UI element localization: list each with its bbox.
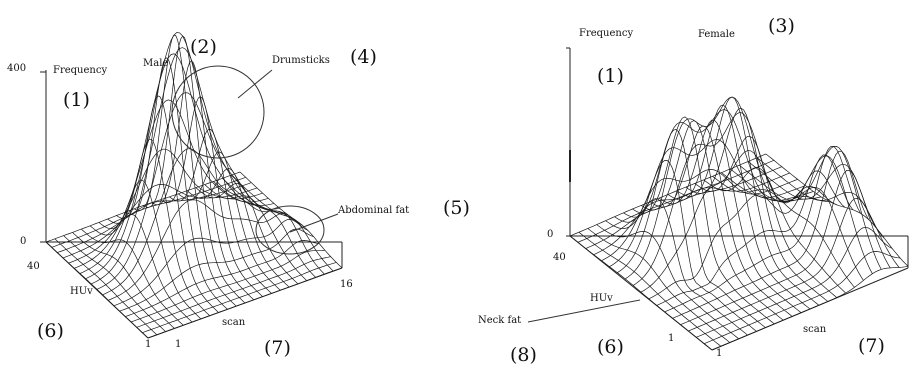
mesh-line-v (640, 150, 838, 293)
left-huv-min-tick: 1 (145, 339, 152, 350)
right-huv-max-tick: 40 (553, 252, 566, 263)
left-surface-mesh (45, 32, 343, 339)
mesh-line-v (585, 166, 782, 249)
drumsticks-label: Drumsticks (272, 55, 330, 66)
right-label-8: (8) (510, 344, 537, 366)
mesh-line-v (91, 47, 286, 285)
mesh-line-v (113, 219, 309, 307)
mesh-line-u (685, 107, 829, 302)
mesh-line-v (625, 96, 822, 280)
mesh-line-u (756, 157, 900, 268)
mesh-line-v (74, 99, 269, 269)
mesh-line-v (672, 150, 869, 319)
mesh-line-v (119, 228, 314, 312)
mesh-line-v (85, 32, 280, 280)
drumsticks-circle (171, 65, 265, 159)
left-scan-max-tick: 16 (340, 279, 353, 290)
right-surface-mesh (569, 96, 909, 351)
mesh-line-v (688, 197, 885, 332)
left-label-5: (5) (443, 197, 470, 219)
right-huv-min-tick: 1 (668, 333, 675, 344)
left-huv-max-tick: 40 (27, 261, 40, 272)
left-label-1: (1) (63, 89, 90, 111)
mesh-line-v (102, 148, 297, 296)
right-label-1: (1) (597, 65, 624, 87)
mesh-line-v (577, 159, 775, 243)
mesh-line-u (739, 146, 882, 270)
mesh-line-v (711, 265, 909, 351)
mesh-line-v (601, 169, 798, 262)
mesh-line-v (57, 182, 252, 253)
mesh-line-u (107, 138, 210, 316)
right-label-6: (6) (597, 336, 624, 358)
mesh-line-u (703, 167, 846, 294)
mesh-line-v (96, 92, 292, 290)
mesh-line-v (51, 176, 246, 248)
neck-fat-label: Neck fat (478, 315, 522, 326)
mesh-line-v (79, 53, 275, 274)
mesh-line-u (747, 161, 891, 269)
neck-fat-leader (527, 299, 641, 323)
mesh-line-u (169, 128, 272, 294)
left-label-6: (6) (37, 320, 64, 342)
mesh-line-v (632, 112, 830, 286)
abdominal-fat-leader (289, 213, 339, 233)
mesh-line-v (696, 226, 893, 338)
mesh-line-v (45, 171, 241, 243)
male-title: Male (143, 58, 169, 69)
right-label-3: (3) (768, 15, 795, 37)
mesh-line-v (656, 154, 854, 306)
mesh-line-u (125, 57, 228, 310)
mesh-line-v (147, 267, 343, 339)
mesh-line-v (617, 109, 814, 273)
mesh-line-u (134, 34, 237, 307)
mesh-line-v (664, 145, 862, 313)
mesh-line-u (596, 224, 739, 340)
right-label-7: (7) (858, 335, 885, 357)
mesh-line-u (142, 35, 246, 304)
left-label-2: (2) (190, 36, 217, 58)
right-scan-min-tick: 1 (716, 348, 723, 359)
mesh-line-u (116, 95, 219, 313)
right-scan-label: scan (803, 324, 827, 335)
mesh-line-v (108, 199, 303, 301)
mesh-line-v (648, 170, 846, 300)
mesh-line-v (136, 256, 331, 328)
mesh-line-v (593, 172, 790, 256)
abdominal-fat-label: Abdominal fat (338, 205, 410, 216)
mesh-line-v (680, 170, 877, 326)
mesh-line-v (68, 148, 263, 264)
left-label-7: (7) (264, 337, 291, 359)
mesh-line-u (81, 228, 184, 326)
mesh-line-v (62, 184, 258, 259)
left-label-4: (4) (350, 46, 377, 68)
drumsticks-leader (237, 69, 273, 99)
right-huv-label: HUv (590, 293, 613, 304)
left-scan-min-tick: 1 (175, 339, 182, 350)
mesh-line-v (142, 262, 337, 334)
mesh-line-v (609, 139, 806, 268)
left-scan-label: scan (222, 317, 246, 328)
right-frequency-label: Frequency (579, 28, 634, 39)
right-y-zero-tick: 0 (547, 229, 554, 240)
left-huv-label: HUv (70, 286, 93, 297)
left-y-zero-tick: 0 (20, 236, 27, 247)
mesh-line-u (765, 153, 909, 267)
left-y-top-tick: 400 (7, 63, 27, 74)
mesh-line-v (130, 249, 326, 323)
mesh-line-v (569, 153, 767, 237)
abdominal-fat-circle (255, 205, 325, 255)
female-title: Female (698, 29, 735, 40)
left-frequency-label: Frequency (53, 65, 108, 76)
mesh-line-v (125, 240, 320, 317)
mesh-line-v (703, 251, 901, 345)
